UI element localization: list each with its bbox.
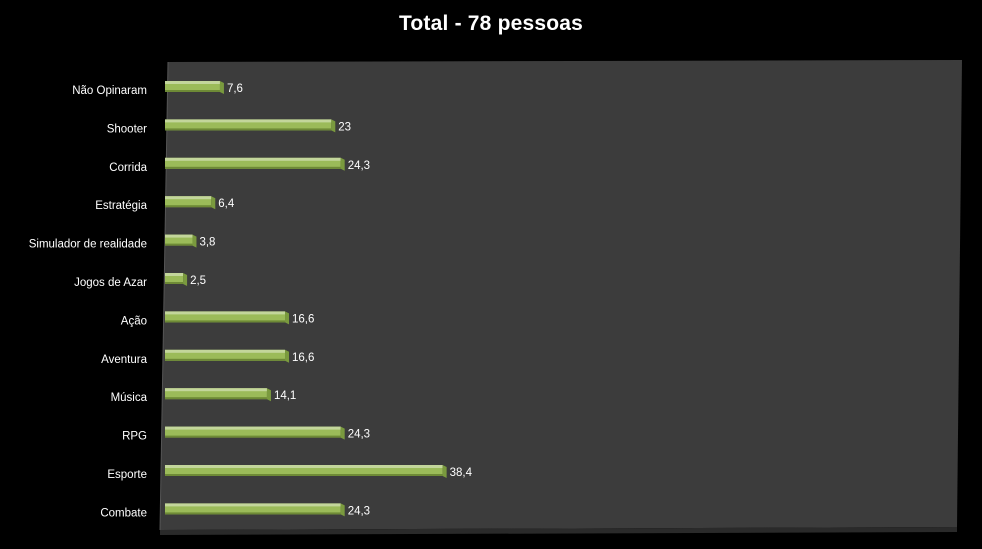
bar-end-cap <box>183 273 188 286</box>
bar-top-face <box>165 119 332 123</box>
bar-end-cap <box>211 196 216 210</box>
category-label: Estratégia <box>95 200 147 212</box>
bar-top-face <box>165 426 341 430</box>
category-label: Aventura <box>101 354 147 366</box>
bar-bottom-edge <box>165 358 286 361</box>
bar-top-face <box>165 503 341 507</box>
bar-bottom-edge <box>165 512 341 515</box>
category-label: Shooter <box>107 123 147 135</box>
chart-title: Total - 78 pessoas <box>398 12 584 35</box>
category-label: Corrida <box>109 162 147 174</box>
bar-end-cap <box>285 311 290 325</box>
bars-group <box>165 81 447 517</box>
labels-group: Não Opinaram 7,6 Shooter 23 Corrida 24,3 Estra… <box>29 83 473 519</box>
value-label: 24,3 <box>348 429 370 441</box>
bar-bottom-edge <box>165 90 220 92</box>
bar-end-cap <box>340 503 345 517</box>
value-label: 24,3 <box>348 160 370 172</box>
bar-top-face <box>165 81 220 84</box>
category-label: Jogos de Azar <box>74 277 147 289</box>
bar-top-face <box>165 273 184 276</box>
value-label: 7,6 <box>227 83 243 95</box>
bar-bottom-edge <box>165 166 341 169</box>
bar-end-cap <box>266 388 271 402</box>
bar <box>165 119 332 131</box>
value-label: 6,4 <box>218 198 235 210</box>
bar <box>165 465 443 476</box>
bar <box>165 234 193 246</box>
category-label: Esporte <box>107 469 147 481</box>
plot-area <box>159 60 962 535</box>
bar <box>165 157 341 169</box>
value-label: 16,6 <box>292 313 314 325</box>
plot-floor <box>160 527 957 535</box>
category-label: Música <box>111 392 148 404</box>
bar-end-cap <box>219 81 224 94</box>
category-label: Combate <box>100 507 147 519</box>
value-label: 16,6 <box>292 352 314 364</box>
bar-bottom-edge <box>165 435 341 438</box>
value-label: 14,1 <box>274 390 296 402</box>
category-label: Ação <box>121 315 147 327</box>
bar <box>165 388 267 400</box>
bar-end-cap <box>340 157 345 171</box>
bar-top-face <box>165 311 286 315</box>
bar-top-face <box>165 465 443 468</box>
bar-bottom-edge <box>165 397 267 400</box>
bar-bottom-edge <box>165 474 443 476</box>
bar-bottom-edge <box>165 282 184 284</box>
category-label: Não Opinaram <box>72 85 147 97</box>
value-label: 2,5 <box>190 275 206 287</box>
category-label: RPG <box>122 431 147 443</box>
value-label: 3,8 <box>199 237 215 249</box>
bar-bottom-edge <box>165 128 332 131</box>
bar-end-cap <box>442 465 447 478</box>
bar-end-cap <box>192 234 197 248</box>
bar-bottom-edge <box>165 205 212 208</box>
bar-top-face <box>165 196 212 200</box>
bar-end-cap <box>331 119 336 133</box>
value-label: 38,4 <box>450 467 473 479</box>
bar-top-face <box>165 234 193 238</box>
value-label: 23 <box>338 121 351 133</box>
bar <box>165 311 286 323</box>
bar-bottom-edge <box>165 243 193 246</box>
bar-top-face <box>165 388 267 392</box>
bar-end-cap <box>285 349 290 363</box>
category-label: Simulador de realidade <box>29 239 147 251</box>
plot-left-edge <box>159 61 169 531</box>
plot-back-wall <box>160 60 962 530</box>
bar <box>165 273 184 284</box>
bar <box>165 349 286 361</box>
value-label: 24,3 <box>348 505 370 517</box>
bar <box>165 81 220 92</box>
bar <box>165 503 341 515</box>
bar-top-face <box>165 157 341 161</box>
bar <box>165 196 212 208</box>
bar-end-cap <box>340 426 345 440</box>
bar-bottom-edge <box>165 320 286 323</box>
bar <box>165 426 341 438</box>
bar-top-face <box>165 349 286 353</box>
